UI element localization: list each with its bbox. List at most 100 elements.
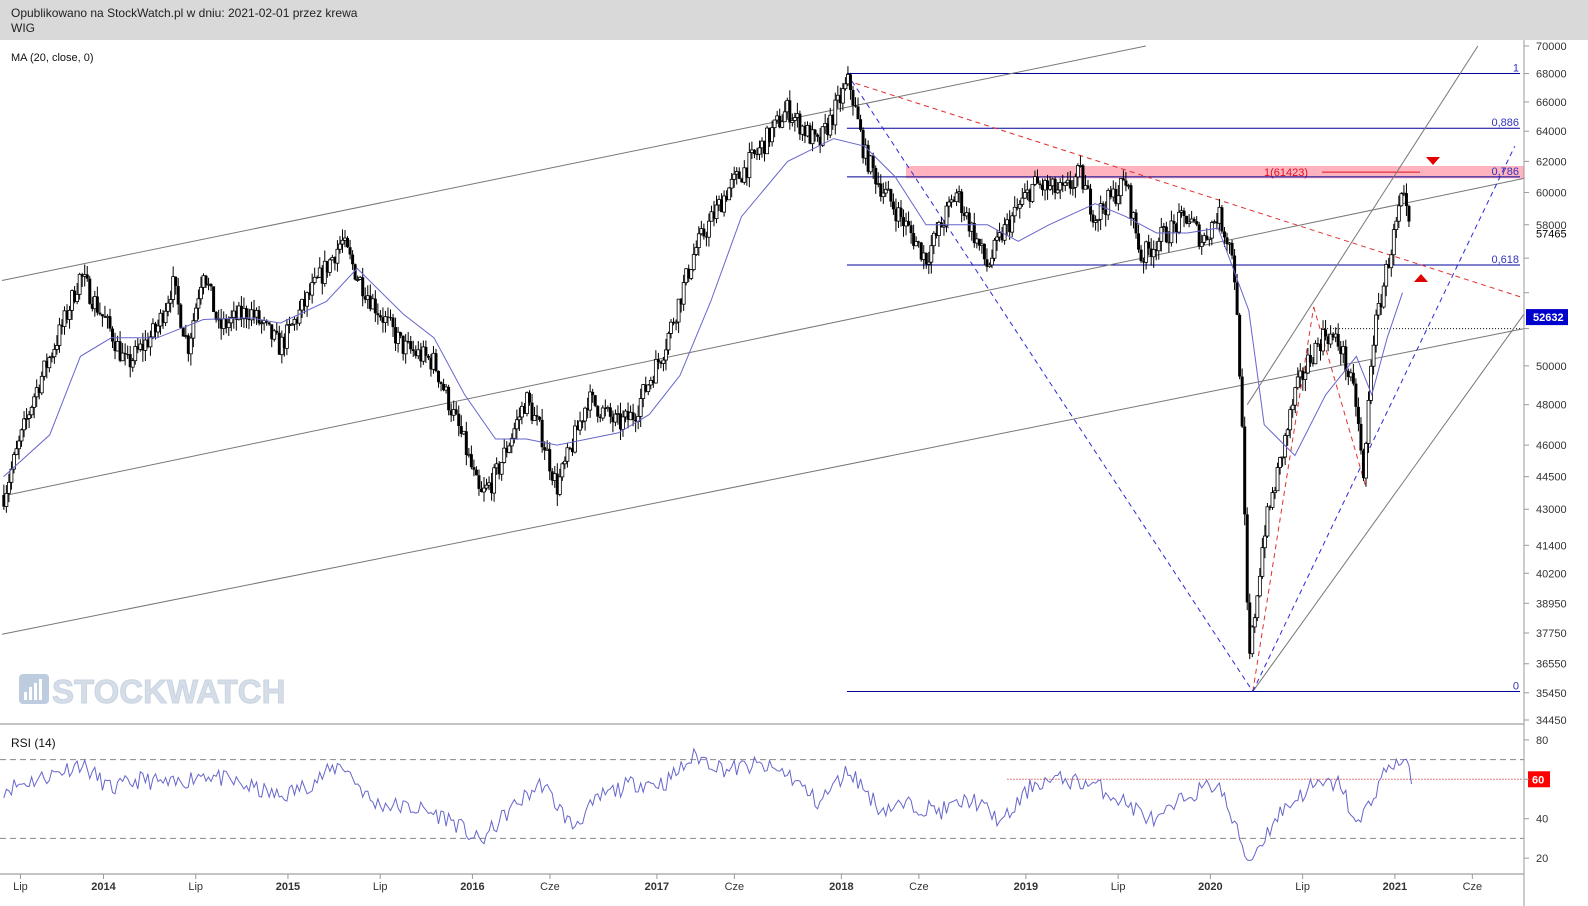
candle-body-up bbox=[729, 178, 734, 189]
candle-body-up bbox=[707, 220, 711, 238]
candle-body-down bbox=[179, 304, 183, 328]
candle-body-down bbox=[181, 327, 185, 337]
candle-body-down bbox=[126, 354, 130, 356]
candle-body-up bbox=[681, 282, 686, 305]
candle-body-down bbox=[902, 217, 906, 226]
candle-body-down bbox=[234, 310, 238, 320]
watermark-bar bbox=[29, 687, 32, 700]
x-tick-label: Cze bbox=[540, 881, 560, 893]
candle-body-down bbox=[98, 312, 102, 315]
candle-body-down bbox=[1035, 176, 1039, 184]
candle-body-down bbox=[411, 349, 415, 352]
candle-body-up bbox=[4, 492, 9, 507]
candle-body-down bbox=[1308, 355, 1312, 363]
candle-body-down bbox=[1134, 212, 1138, 234]
price-marker-label: 57465 bbox=[1536, 229, 1567, 241]
candle-body-up bbox=[732, 173, 737, 180]
candle-body-down bbox=[826, 123, 830, 136]
candle-body-down bbox=[275, 330, 279, 333]
current-price-label: 52632 bbox=[1533, 312, 1564, 324]
x-tick-label: Cze bbox=[1463, 881, 1483, 893]
candle-body-up bbox=[782, 111, 787, 123]
candle-body-up bbox=[1389, 254, 1394, 269]
candle-body-up bbox=[77, 273, 82, 295]
candle-body-down bbox=[386, 316, 390, 318]
candle-body-up bbox=[1207, 237, 1212, 241]
candle-body-up bbox=[6, 481, 11, 494]
candle-body-down bbox=[813, 129, 817, 135]
candle-body-down bbox=[788, 100, 792, 123]
candle-body-down bbox=[176, 286, 180, 305]
candle-body-up bbox=[199, 286, 203, 300]
candle-body-down bbox=[985, 259, 989, 267]
candle-body-down bbox=[631, 412, 635, 420]
up-arrow-icon bbox=[1414, 274, 1428, 282]
candle-body-down bbox=[378, 315, 382, 318]
current-price-badge bbox=[1526, 309, 1568, 326]
x-tick-label: 2017 bbox=[645, 881, 669, 893]
candle-body-down bbox=[174, 276, 178, 287]
candle-body-down bbox=[576, 425, 580, 431]
candle-body-down bbox=[1339, 346, 1343, 354]
candle-body-down bbox=[1086, 185, 1090, 189]
candle-body-down bbox=[593, 395, 597, 406]
candle-body-down bbox=[146, 340, 150, 347]
candle-body-down bbox=[439, 382, 443, 384]
candle-body-up bbox=[163, 310, 168, 324]
y-tick-label: 68000 bbox=[1536, 69, 1567, 81]
y-tick-label: 36550 bbox=[1536, 659, 1567, 671]
watermark-bar bbox=[24, 692, 27, 700]
candle-body-up bbox=[1010, 215, 1015, 233]
ma-line bbox=[3, 138, 1403, 478]
candle-body-down bbox=[1235, 282, 1239, 315]
candle-body-up bbox=[573, 425, 577, 453]
candle-body-up bbox=[188, 337, 193, 355]
candle-body-up bbox=[512, 428, 517, 439]
candle-body-up bbox=[790, 120, 795, 123]
candle-body-down bbox=[419, 349, 423, 362]
candle-body-down bbox=[1230, 242, 1234, 256]
candle-body-down bbox=[917, 241, 921, 243]
candle-body-up bbox=[992, 239, 997, 259]
candle-body-up bbox=[653, 359, 658, 384]
candle-body-down bbox=[257, 310, 261, 324]
candle-body-down bbox=[389, 317, 393, 319]
candle-body-up bbox=[926, 261, 931, 265]
candle-body-up bbox=[833, 99, 838, 126]
candle-body-down bbox=[1046, 180, 1050, 190]
candle-body-up bbox=[954, 192, 959, 203]
candle-body-up bbox=[828, 114, 833, 136]
candle-body-down bbox=[1407, 205, 1411, 222]
candle-body-up bbox=[674, 321, 678, 324]
candle-body-up bbox=[931, 232, 936, 247]
rsi-level-badge bbox=[1528, 771, 1550, 788]
candle-body-up bbox=[1169, 220, 1174, 244]
candle-body-down bbox=[414, 351, 418, 356]
candle-body-up bbox=[881, 192, 886, 198]
candle-body-up bbox=[12, 454, 16, 470]
candle-body-up bbox=[562, 460, 567, 465]
candle-body-up bbox=[492, 467, 497, 494]
x-tick-label: Lip bbox=[13, 881, 28, 893]
candle-body-down bbox=[459, 426, 463, 434]
candle-body-up bbox=[588, 391, 593, 411]
y-tick-label: 37750 bbox=[1536, 628, 1567, 640]
candle-body-up bbox=[747, 152, 752, 179]
candle-body-down bbox=[1137, 233, 1141, 250]
candle-body-down bbox=[866, 145, 870, 172]
candle-body-down bbox=[1243, 426, 1247, 515]
y-tick-label: 34450 bbox=[1536, 715, 1567, 727]
candle-body-up bbox=[75, 293, 80, 303]
candle-body-down bbox=[778, 115, 782, 128]
candle-body-up bbox=[557, 476, 562, 495]
candle-body-down bbox=[391, 317, 395, 328]
candle-body-up bbox=[305, 292, 310, 307]
candle-body-down bbox=[267, 322, 271, 325]
candle-body-down bbox=[111, 328, 115, 342]
candle-body-up bbox=[1290, 404, 1295, 411]
candle-body-down bbox=[919, 242, 923, 260]
candle-body-down bbox=[308, 292, 312, 296]
fib-level-label: 0,618 bbox=[1491, 254, 1519, 266]
candle-body-up bbox=[600, 407, 605, 419]
candle-body-down bbox=[90, 303, 94, 309]
